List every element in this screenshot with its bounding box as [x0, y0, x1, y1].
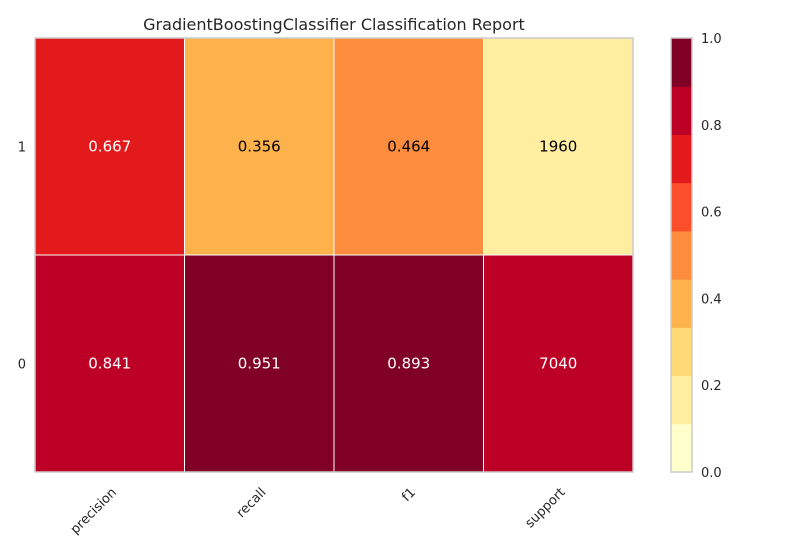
cell-label-1-f1: 0.464	[387, 138, 430, 156]
row-tick-label: 0	[18, 358, 26, 373]
cell-label-0-recall: 0.951	[238, 355, 281, 373]
heatmap-cell-0-precision	[34, 254, 185, 473]
column-tick-label: recall	[234, 485, 270, 521]
row-tick-labels: 10	[18, 141, 26, 373]
colorbar-tick-label: 0.6	[701, 206, 722, 221]
colorbar: 0.0 0.2 0.4 0.6 0.8 1.0	[670, 32, 722, 481]
column-tick-labels: precision recall f1 support	[68, 485, 569, 537]
cell-label-0-f1: 0.893	[387, 355, 430, 373]
colorbar-segment	[671, 327, 692, 377]
colorbar-segment	[671, 86, 692, 135]
colorbar-border	[670, 37, 693, 473]
heatmap-cell-0-f1	[333, 254, 484, 473]
colorbar-segment	[671, 279, 692, 328]
column-tick-label: support	[523, 485, 569, 531]
colorbar-segment	[671, 38, 692, 87]
colorbar-tick-label: 0.8	[701, 119, 722, 134]
colorbar-segment	[671, 375, 692, 425]
heatmap-cell-0-recall	[184, 254, 335, 473]
cell-label-0-support: 7040	[539, 355, 577, 373]
cell-label-1-recall: 0.356	[238, 138, 281, 156]
heatmap-cell-1-support	[483, 37, 634, 256]
colorbar-tick-label: 1.0	[701, 32, 722, 47]
heatmap-cell-1-recall	[184, 37, 335, 256]
cell-label-1-precision: 0.667	[88, 138, 131, 156]
colorbar-tick-label: 0.4	[701, 292, 722, 307]
colorbar-tick-label: 0.2	[701, 379, 722, 394]
heatmap-border	[34, 37, 634, 473]
row-tick-label: 1	[18, 141, 26, 156]
colorbar-segment	[671, 230, 692, 280]
heatmap-cell-0-support	[483, 254, 634, 473]
colorbar-segment	[671, 182, 692, 232]
heatmap: 0.667 0.356 0.464 1960 0.841 0.951 0.893 7040	[34, 37, 634, 473]
heatmap-cell-1-precision	[34, 37, 185, 256]
cell-label-1-support: 1960	[539, 138, 577, 156]
colorbar-segment	[671, 134, 692, 184]
cell-label-0-precision: 0.841	[88, 355, 131, 373]
column-tick-label: f1	[399, 485, 419, 505]
colorbar-tick-label: 0.0	[701, 466, 722, 481]
colorbar-segment	[671, 423, 692, 473]
chart-title: GradientBoostingClassifier Classificatio…	[143, 15, 525, 34]
column-tick-label: precision	[68, 485, 120, 537]
